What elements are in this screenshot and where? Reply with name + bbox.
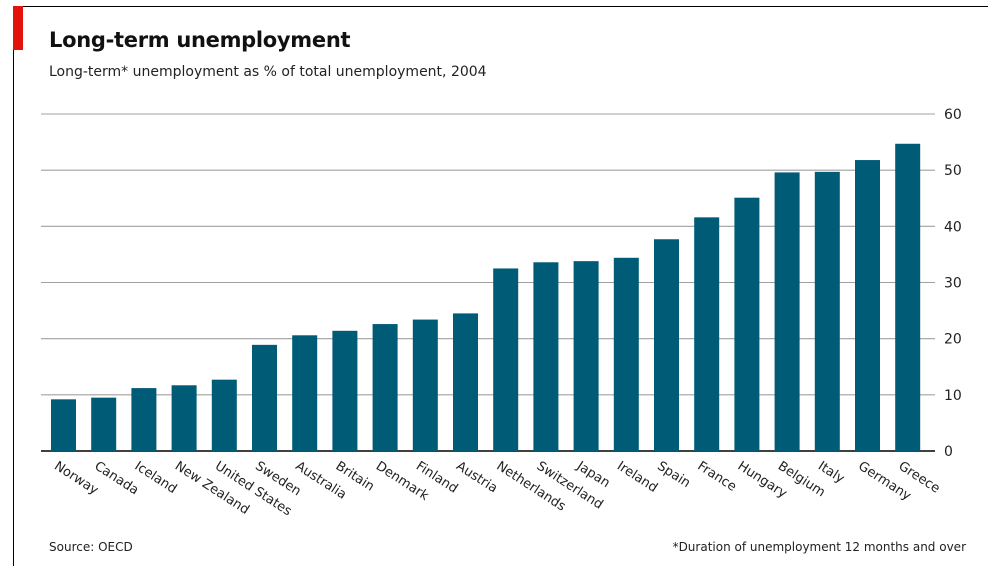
- y-tick-label: 40: [944, 219, 962, 235]
- bar-belgium: [774, 172, 800, 451]
- bar-finland: [412, 319, 438, 451]
- source-note: Source: OECD: [49, 540, 133, 554]
- x-tick-label: Canada: [92, 459, 142, 499]
- x-tick-label: France: [695, 459, 739, 495]
- y-tick-labels: 0 10 20 30 40 50 60: [944, 107, 962, 460]
- chart-subtitle: Long-term* unemployment as % of total un…: [49, 64, 487, 80]
- x-tick-label: Austria: [453, 459, 500, 497]
- bar-netherlands: [493, 268, 519, 451]
- bar-greece: [895, 143, 921, 452]
- y-tick-label: 30: [944, 276, 962, 292]
- bar-hungary: [734, 197, 760, 451]
- bar-france: [694, 217, 720, 451]
- y-tick-label: 0: [944, 444, 953, 460]
- bar-britain: [332, 330, 358, 451]
- x-tick-label: Norway: [51, 459, 101, 499]
- bar-norway: [51, 399, 76, 451]
- bar-new-zealand: [171, 385, 197, 451]
- x-tick-label: Iceland: [132, 459, 180, 497]
- x-tick-label: Ireland: [614, 459, 660, 496]
- bars: [51, 143, 921, 452]
- accent-bar: [13, 6, 23, 50]
- bar-australia: [292, 335, 318, 451]
- footnote: *Duration of unemployment 12 months and …: [672, 540, 966, 554]
- y-tick-label: 20: [944, 332, 962, 348]
- bar-iceland: [131, 388, 157, 451]
- bar-sweden: [252, 344, 277, 451]
- chart-title: Long-term unemployment: [49, 28, 351, 52]
- bar-germany: [855, 160, 880, 451]
- y-tick-label: 50: [944, 163, 962, 179]
- bar-italy: [814, 171, 840, 451]
- bar-denmark: [372, 324, 398, 451]
- y-tick-label: 10: [944, 388, 962, 404]
- bar-united-states: [211, 379, 237, 451]
- bar-austria: [453, 313, 478, 451]
- chart-frame: [13, 6, 988, 566]
- bar-ireland: [613, 257, 639, 451]
- x-tick-label: Spain: [654, 459, 693, 491]
- bar-switzerland: [533, 262, 559, 451]
- bar-canada: [91, 397, 117, 451]
- bar-spain: [654, 239, 679, 451]
- bar-japan: [573, 261, 599, 451]
- x-tick-label: Netherlands: [494, 459, 569, 515]
- y-tick-label: 60: [944, 107, 962, 123]
